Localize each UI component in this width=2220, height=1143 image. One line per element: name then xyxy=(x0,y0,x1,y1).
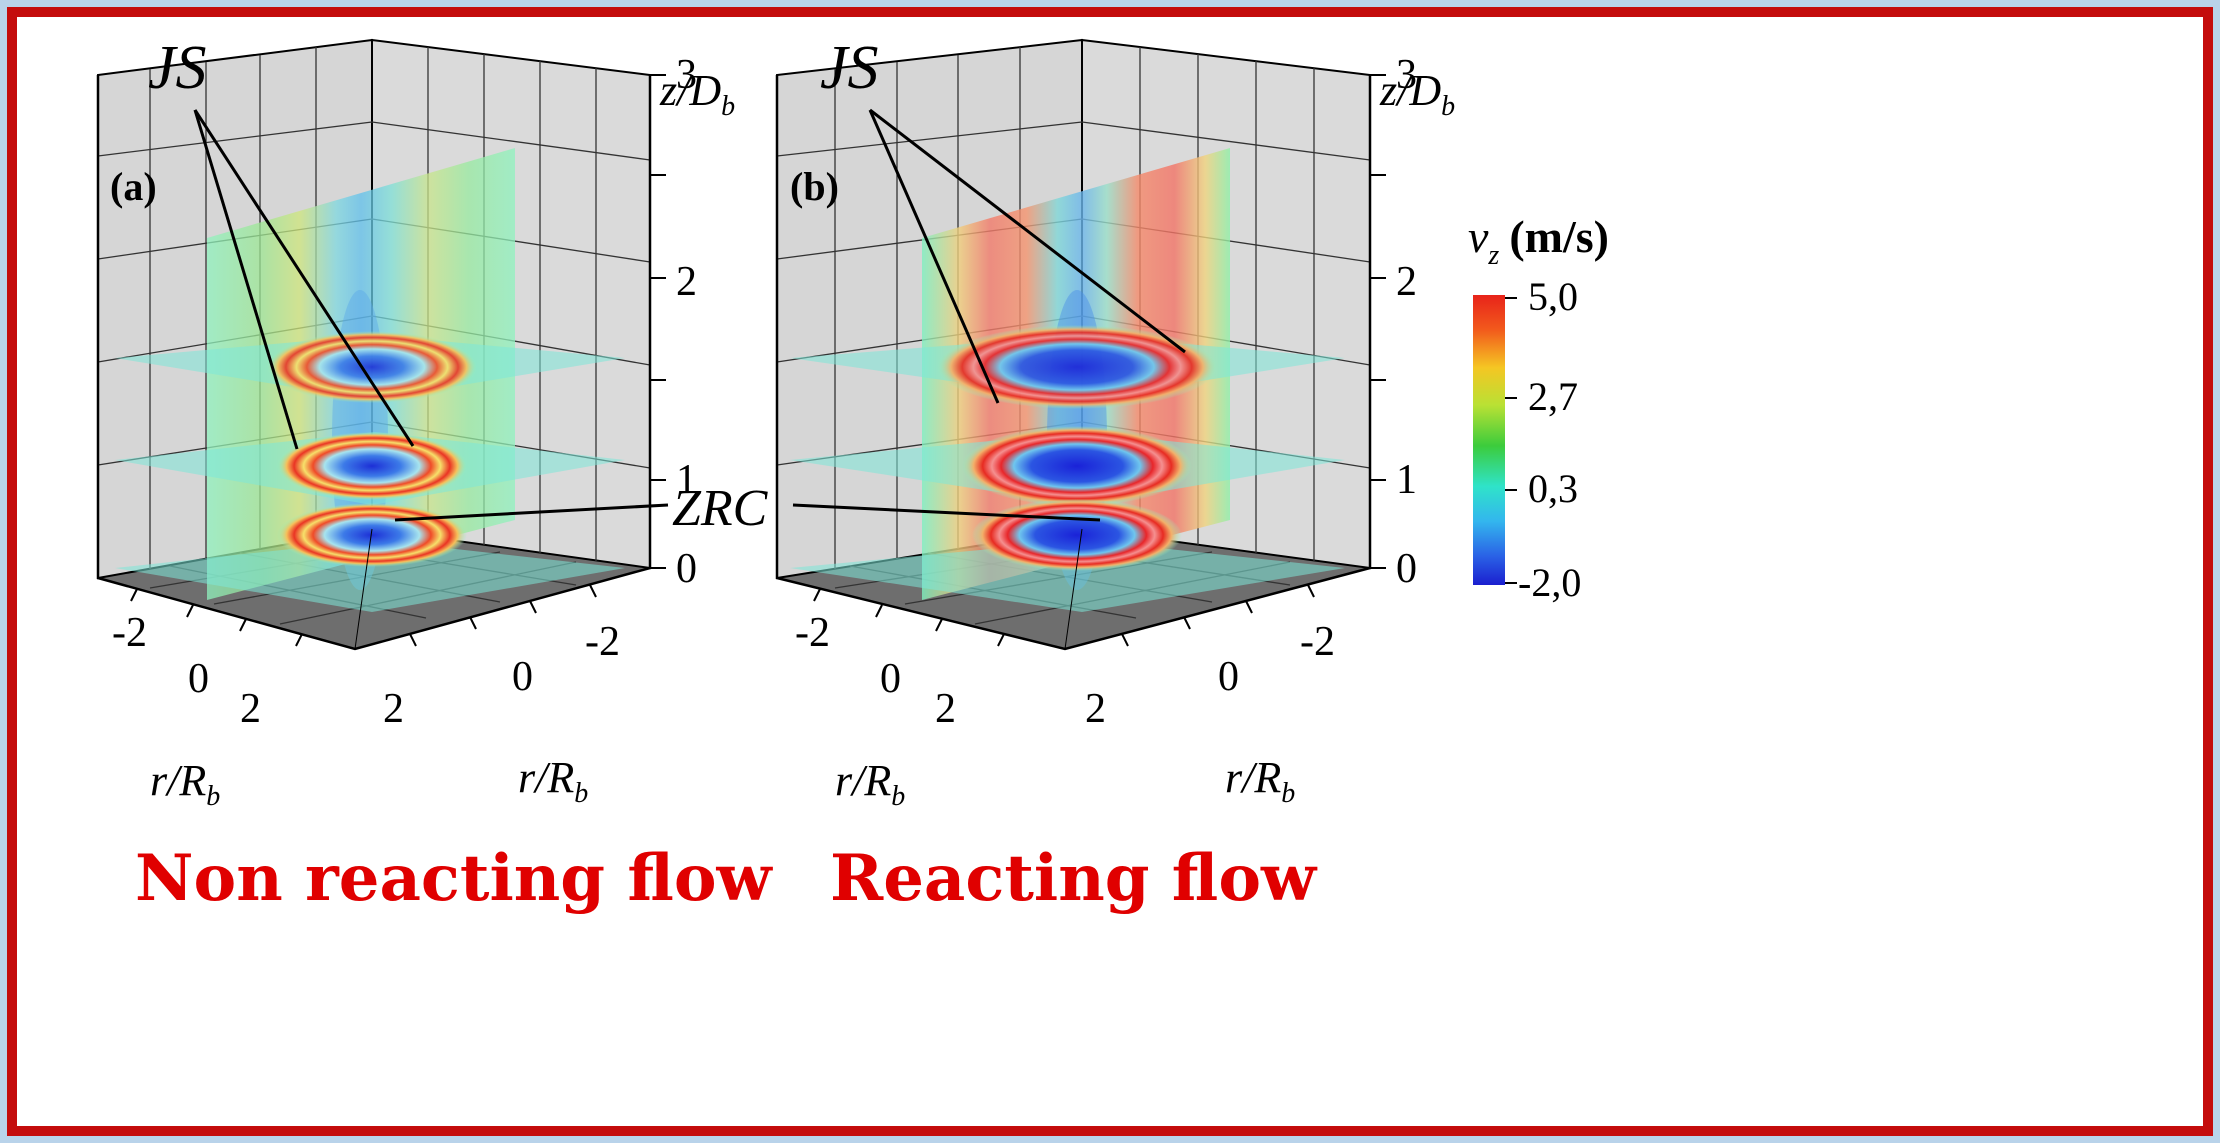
ring-z3 xyxy=(937,325,1217,409)
js-callout-lines xyxy=(868,108,1186,404)
colorbar-title: vz (m/s) xyxy=(1468,211,1609,271)
z-tick-marks xyxy=(650,74,666,569)
caption-b: Reacting flow xyxy=(830,841,1318,916)
colorbar-tick-max: 5,0 xyxy=(1528,274,1578,319)
z-tick-a-0: 0 xyxy=(676,546,697,592)
r-tick-b-right-m2: -2 xyxy=(1300,619,1335,665)
colorbar-ticks xyxy=(1505,297,1517,584)
colorbar-tick-3: 0,3 xyxy=(1528,466,1578,511)
ring-z2 xyxy=(277,432,467,500)
r-tick-a-right-0: 0 xyxy=(512,654,533,700)
r-tick-marks xyxy=(813,584,1315,647)
r-tick-b-left-2: 2 xyxy=(935,686,956,732)
r-tick-a-left-2: 2 xyxy=(240,686,261,732)
r-tick-b-right-2: 2 xyxy=(1085,686,1106,732)
js-label-b: JS xyxy=(820,34,879,102)
colorbar-gradient xyxy=(1473,295,1505,585)
ring-z2 xyxy=(962,426,1192,506)
js-label-a: JS xyxy=(148,34,207,102)
r-tick-marks xyxy=(130,584,597,647)
panel-a: JS (a) z/Db 3 2 1 0 -2 0 2 2 0 -2 r/Rb r… xyxy=(96,34,774,916)
z-tick-marks xyxy=(1370,74,1386,569)
colorbar-tick-2: 2,7 xyxy=(1528,374,1578,419)
r-tick-b-left-0: 0 xyxy=(880,656,901,702)
panel-label-b: (b) xyxy=(790,164,839,209)
z-axis-label-a: z/Db xyxy=(659,66,735,122)
slice-z1 xyxy=(115,540,625,612)
z-tick-b-3: 3 xyxy=(1396,52,1417,98)
panel-label-a: (a) xyxy=(110,164,157,209)
zrc-label: ZRC xyxy=(672,480,769,537)
panel-b: JS (b) z/Db 3 2 1 0 -2 0 2 2 0 -2 r/Rb r… xyxy=(775,34,1455,916)
colorbar-tick-min: -2,0 xyxy=(1518,560,1581,605)
r-axis-label-a-right: r/Rb xyxy=(518,753,588,809)
ring-z1 xyxy=(972,499,1182,571)
r-axis-label-b-right: r/Rb xyxy=(1225,753,1295,809)
r-tick-a-right-2: 2 xyxy=(383,686,404,732)
zrc-callout-line-b xyxy=(792,503,1101,522)
z-tick-b-1: 1 xyxy=(1396,457,1417,503)
slice-z1 xyxy=(790,540,1345,612)
r-tick-a-left-0: 0 xyxy=(188,656,209,702)
z-axis-label-b: z/Db xyxy=(1379,66,1455,122)
r-tick-b-right-0: 0 xyxy=(1218,654,1239,700)
r-axis-label-b-left: r/Rb xyxy=(835,756,905,812)
z-tick-b-2: 2 xyxy=(1396,259,1417,305)
z-tick-a-1: 1 xyxy=(676,457,697,503)
z-tick-a-2: 2 xyxy=(676,259,697,305)
ring-z1 xyxy=(277,503,467,567)
r-tick-a-right-m2: -2 xyxy=(585,619,620,665)
ring-z3 xyxy=(267,331,477,403)
colorbar: vz (m/s) 5,0 2,7 0,3 -2,0 xyxy=(1468,211,1609,605)
z-tick-a-3: 3 xyxy=(676,52,697,98)
js-callout-lines xyxy=(193,109,415,450)
caption-a: Non reacting flow xyxy=(135,841,774,916)
r-axis-label-a-left: r/Rb xyxy=(150,756,220,812)
r-tick-a-left-m2: -2 xyxy=(112,610,147,656)
r-tick-b-left-m2: -2 xyxy=(795,610,830,656)
zrc-callout-line-a xyxy=(394,503,669,522)
z-tick-b-0: 0 xyxy=(1396,546,1417,592)
